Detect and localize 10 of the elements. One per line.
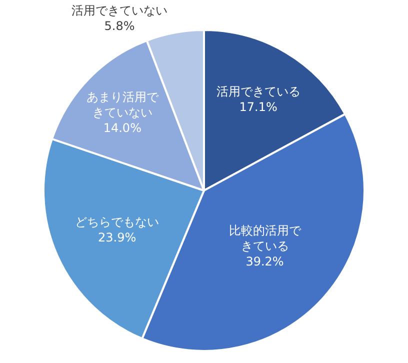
slice-label: 活用できていない	[72, 4, 168, 18]
slice-label: あまり活用できていない	[86, 90, 160, 120]
data-label: 23.9%	[98, 230, 136, 245]
data-label: 17.1%	[239, 100, 278, 114]
slice-label: 活用できている	[216, 84, 300, 98]
slice-label: 比較的活用できている	[228, 223, 302, 253]
data-label: 5.8%	[104, 19, 135, 34]
data-label: 39.2%	[246, 254, 284, 268]
data-label: 14.0%	[103, 121, 142, 136]
slice-label: どちらでもない	[75, 214, 160, 229]
